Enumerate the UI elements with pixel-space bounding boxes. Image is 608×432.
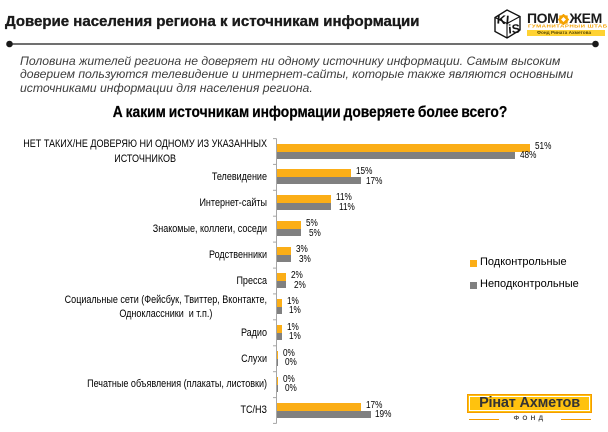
- svg-text:iS: iS: [508, 22, 521, 37]
- svg-text:KI: KI: [496, 13, 509, 28]
